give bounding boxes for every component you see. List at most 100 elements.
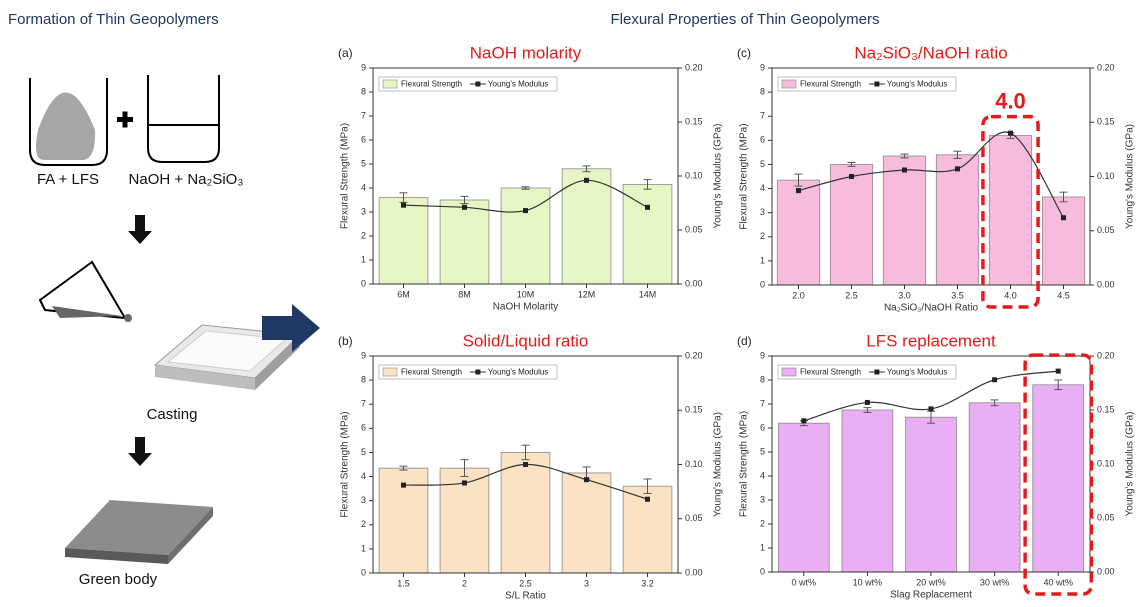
y2-axis-label: Young's Modulus (GPa)	[1125, 412, 1136, 517]
green-body-illustration	[65, 500, 213, 564]
y2-tick-label: 0.15	[1097, 404, 1115, 414]
error-bar	[399, 465, 408, 471]
label-fa-lfs: FA + LFS	[37, 171, 99, 188]
y-tick-label: 1	[361, 543, 366, 553]
beaker-fa-lfs	[29, 78, 108, 166]
x-tick-label: 4.0	[1004, 290, 1017, 300]
modulus-marker	[401, 202, 406, 208]
bar	[622, 183, 673, 285]
x-tick-label: 40 wt%	[1043, 577, 1073, 587]
bar	[500, 187, 551, 285]
x-tick-label: 8M	[458, 289, 471, 299]
error-bar	[900, 153, 909, 159]
y-tick-label: 1	[361, 254, 366, 264]
y-tick-label: 3	[760, 494, 765, 504]
error-bar	[953, 150, 962, 159]
y-tick-label: 1	[760, 255, 765, 265]
legend-marker	[475, 81, 481, 87]
y2-tick-label: 0.20	[685, 62, 703, 72]
x-tick-label: 10M	[517, 289, 535, 299]
error-bar	[847, 162, 856, 167]
y-tick-label: 7	[361, 110, 366, 120]
legend-label: Young's Modulus	[887, 80, 947, 89]
y2-tick-label: 0.20	[1097, 62, 1115, 72]
casting-illustration	[38, 260, 302, 390]
x-tick-label: 2.5	[519, 578, 532, 588]
down-arrow	[128, 437, 152, 466]
y2-tick-label: 0.00	[685, 278, 703, 288]
legend-label: Flexural Strength	[401, 80, 462, 89]
bar	[439, 199, 490, 285]
legend-label: Flexural Strength	[800, 368, 861, 377]
legend-marker	[874, 369, 880, 375]
y-tick-label: 3	[361, 495, 366, 505]
y-axis-label: Flexural Strength (MPa)	[340, 123, 351, 229]
error-bar	[643, 179, 652, 190]
legend-label: Young's Modulus	[887, 368, 947, 377]
y-tick-label: 4	[760, 183, 765, 193]
bar	[378, 197, 429, 285]
y-axis-label: Flexural Strength (MPa)	[739, 411, 750, 517]
chart-title: Solid/Liquid ratio	[463, 331, 589, 350]
error-bar	[794, 173, 803, 187]
legend-box	[378, 76, 558, 92]
y-tick-label: 8	[760, 374, 765, 384]
x-tick-label: 12M	[578, 289, 596, 299]
y2-tick-label: 0.00	[1097, 279, 1115, 289]
plus-sign	[117, 111, 133, 128]
y2-axis-label: Young's Modulus (GPa)	[1125, 124, 1136, 229]
y-tick-label: 9	[760, 350, 765, 360]
error-bar	[863, 407, 872, 413]
y-tick-label: 0	[760, 566, 765, 576]
y2-tick-label: 0.00	[685, 567, 703, 577]
y-tick-label: 4	[361, 471, 366, 481]
modulus-marker	[1055, 368, 1061, 374]
x-tick-label: 3.2	[641, 578, 654, 588]
highlight-box	[1023, 353, 1094, 596]
y-tick-label: 6	[760, 422, 765, 432]
x-tick-label: 14M	[639, 289, 657, 299]
y-tick-label: 2	[361, 519, 366, 529]
y-tick-label: 1	[760, 542, 765, 552]
y-tick-label: 7	[760, 111, 765, 121]
y-tick-label: 7	[760, 398, 765, 408]
bar	[829, 164, 874, 286]
bar	[988, 135, 1033, 286]
error-bar	[521, 444, 530, 461]
y-tick-label: 3	[361, 206, 366, 216]
y-tick-label: 8	[760, 86, 765, 96]
y2-tick-label: 0.05	[685, 224, 703, 234]
y-tick-label: 8	[361, 374, 366, 384]
y-tick-label: 7	[361, 399, 366, 409]
x-tick-label: 3.0	[898, 290, 911, 300]
modulus-marker	[955, 166, 960, 172]
y2-tick-label: 0.20	[1097, 350, 1115, 360]
error-bar	[1054, 379, 1063, 391]
error-bar	[460, 459, 469, 478]
error-bar	[1059, 191, 1068, 203]
y2-tick-label: 0.15	[1097, 117, 1115, 127]
y2-tick-label: 0.10	[685, 459, 703, 469]
x-tick-label: 10 wt%	[853, 577, 883, 587]
x-tick-label: 3	[584, 578, 589, 588]
y2-axis-label: Young's Modulus (GPa)	[713, 124, 724, 229]
beaker-solution	[147, 75, 220, 163]
bar	[905, 416, 957, 573]
bar	[968, 402, 1021, 573]
modulus-marker	[645, 496, 650, 502]
legend-swatch	[382, 79, 398, 89]
modulus-marker	[584, 177, 589, 183]
x-axis-label: NaOH Molarity	[493, 302, 559, 313]
x-tick-label: 2	[462, 578, 467, 588]
modulus-marker	[523, 462, 528, 467]
y-tick-label: 0	[361, 278, 366, 288]
legend-swatch	[382, 367, 398, 377]
bar	[500, 452, 551, 574]
legend-box	[777, 364, 957, 380]
y2-tick-label: 0.20	[685, 350, 703, 360]
x-tick-label: 1.5	[397, 578, 410, 588]
modulus-marker	[902, 167, 907, 173]
legend-marker	[475, 369, 481, 375]
bar	[561, 168, 612, 285]
